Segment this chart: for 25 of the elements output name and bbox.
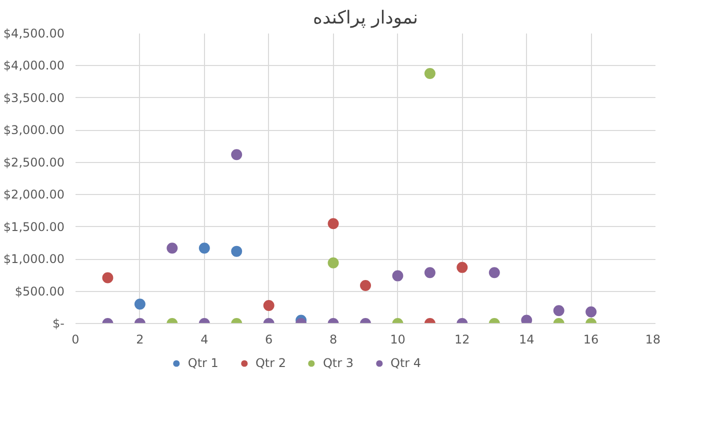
x-tick-label: 18 xyxy=(645,332,661,346)
x-tick-label: 0 xyxy=(72,332,80,346)
y-tick-label: $3,000.00 xyxy=(3,123,65,138)
x-tick-label: 10 xyxy=(390,332,406,346)
x-tick-label: 4 xyxy=(200,332,208,346)
x-tick-label: 12 xyxy=(454,332,470,346)
x-tick-label: 2 xyxy=(136,332,144,346)
chart-title: نمودار پراکنده xyxy=(313,8,418,28)
legend-label: Qtr 3 xyxy=(322,356,354,370)
y-tick-label: $4,500.00 xyxy=(3,26,65,40)
legend-label: Qtr 4 xyxy=(390,356,422,370)
y-tick-label: $1,000.00 xyxy=(3,252,65,266)
y-tick-label: $4,000.00 xyxy=(3,58,65,73)
y-tick-label: $2,500.00 xyxy=(3,155,65,170)
x-tick-label: 6 xyxy=(265,332,273,346)
y-tick-label: $- xyxy=(52,316,65,330)
y-tick-label: $2,000.00 xyxy=(3,188,65,202)
x-tick-label: 14 xyxy=(518,332,534,346)
y-tick-label: $3,500.00 xyxy=(3,90,65,105)
legend-label: Qtr 2 xyxy=(255,356,286,370)
legend-label: Qtr 1 xyxy=(188,356,218,370)
x-tick-label: 8 xyxy=(329,332,338,346)
x-tick-label: 16 xyxy=(583,332,599,346)
y-tick-label: $1,500.00 xyxy=(3,220,65,234)
y-tick-label: $500.00 xyxy=(14,284,64,298)
